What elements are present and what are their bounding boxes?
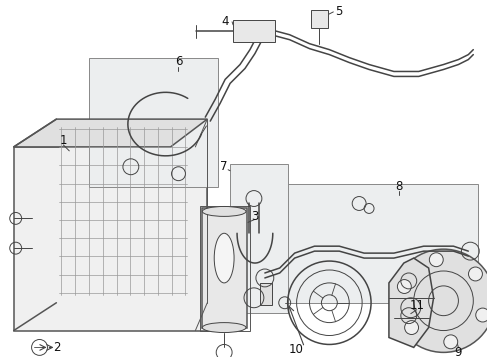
Polygon shape [14, 119, 207, 147]
Text: 4: 4 [221, 15, 228, 28]
Circle shape [428, 253, 442, 267]
Ellipse shape [214, 233, 234, 283]
Bar [259, 283, 271, 305]
Circle shape [404, 321, 418, 334]
Bar [310, 10, 328, 28]
Text: 10: 10 [287, 343, 303, 356]
Text: 2: 2 [53, 341, 60, 354]
Bar [89, 58, 218, 186]
Text: 9: 9 [454, 346, 461, 359]
Circle shape [443, 335, 457, 349]
Circle shape [391, 249, 488, 352]
Bar [233, 20, 274, 42]
Text: 5: 5 [335, 5, 342, 18]
Ellipse shape [202, 323, 245, 333]
Bar [254, 184, 477, 303]
Polygon shape [388, 258, 433, 347]
Circle shape [468, 267, 482, 281]
Text: 6: 6 [174, 55, 182, 68]
Circle shape [475, 308, 488, 322]
Text: 8: 8 [394, 180, 402, 193]
Text: 3: 3 [251, 210, 258, 223]
Bar [200, 207, 249, 330]
Bar [14, 147, 207, 330]
Text: 11: 11 [408, 299, 424, 312]
Ellipse shape [202, 207, 245, 216]
Bar [230, 164, 287, 313]
Text: 1: 1 [60, 134, 67, 148]
Text: 7: 7 [220, 160, 227, 173]
Circle shape [397, 280, 410, 293]
Bar [202, 208, 246, 328]
